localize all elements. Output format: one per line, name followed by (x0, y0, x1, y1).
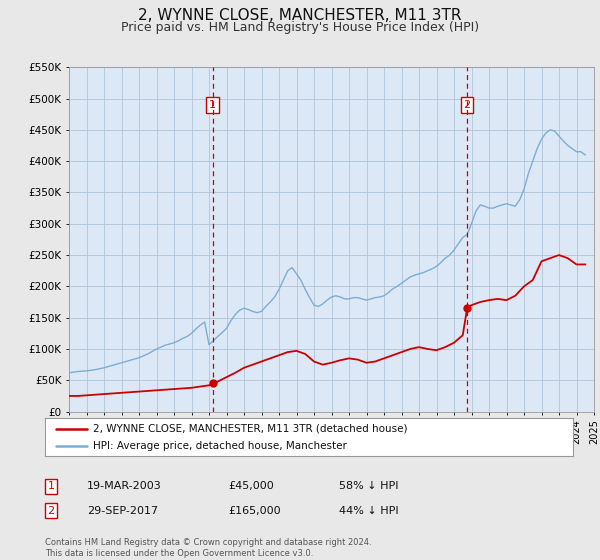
Text: 2: 2 (464, 100, 470, 110)
Text: £45,000: £45,000 (228, 481, 274, 491)
Text: 1: 1 (47, 481, 55, 491)
Text: Contains HM Land Registry data © Crown copyright and database right 2024.
This d: Contains HM Land Registry data © Crown c… (45, 538, 371, 558)
Text: HPI: Average price, detached house, Manchester: HPI: Average price, detached house, Manc… (92, 441, 346, 451)
Text: 2, WYNNE CLOSE, MANCHESTER, M11 3TR (detached house): 2, WYNNE CLOSE, MANCHESTER, M11 3TR (det… (92, 423, 407, 433)
Text: 29-SEP-2017: 29-SEP-2017 (87, 506, 158, 516)
Text: £165,000: £165,000 (228, 506, 281, 516)
Text: 1: 1 (209, 100, 216, 110)
Text: Price paid vs. HM Land Registry's House Price Index (HPI): Price paid vs. HM Land Registry's House … (121, 21, 479, 34)
Text: 58% ↓ HPI: 58% ↓ HPI (339, 481, 398, 491)
Text: 2, WYNNE CLOSE, MANCHESTER, M11 3TR: 2, WYNNE CLOSE, MANCHESTER, M11 3TR (138, 8, 462, 24)
Text: 19-MAR-2003: 19-MAR-2003 (87, 481, 162, 491)
Text: 2: 2 (47, 506, 55, 516)
Text: 44% ↓ HPI: 44% ↓ HPI (339, 506, 398, 516)
